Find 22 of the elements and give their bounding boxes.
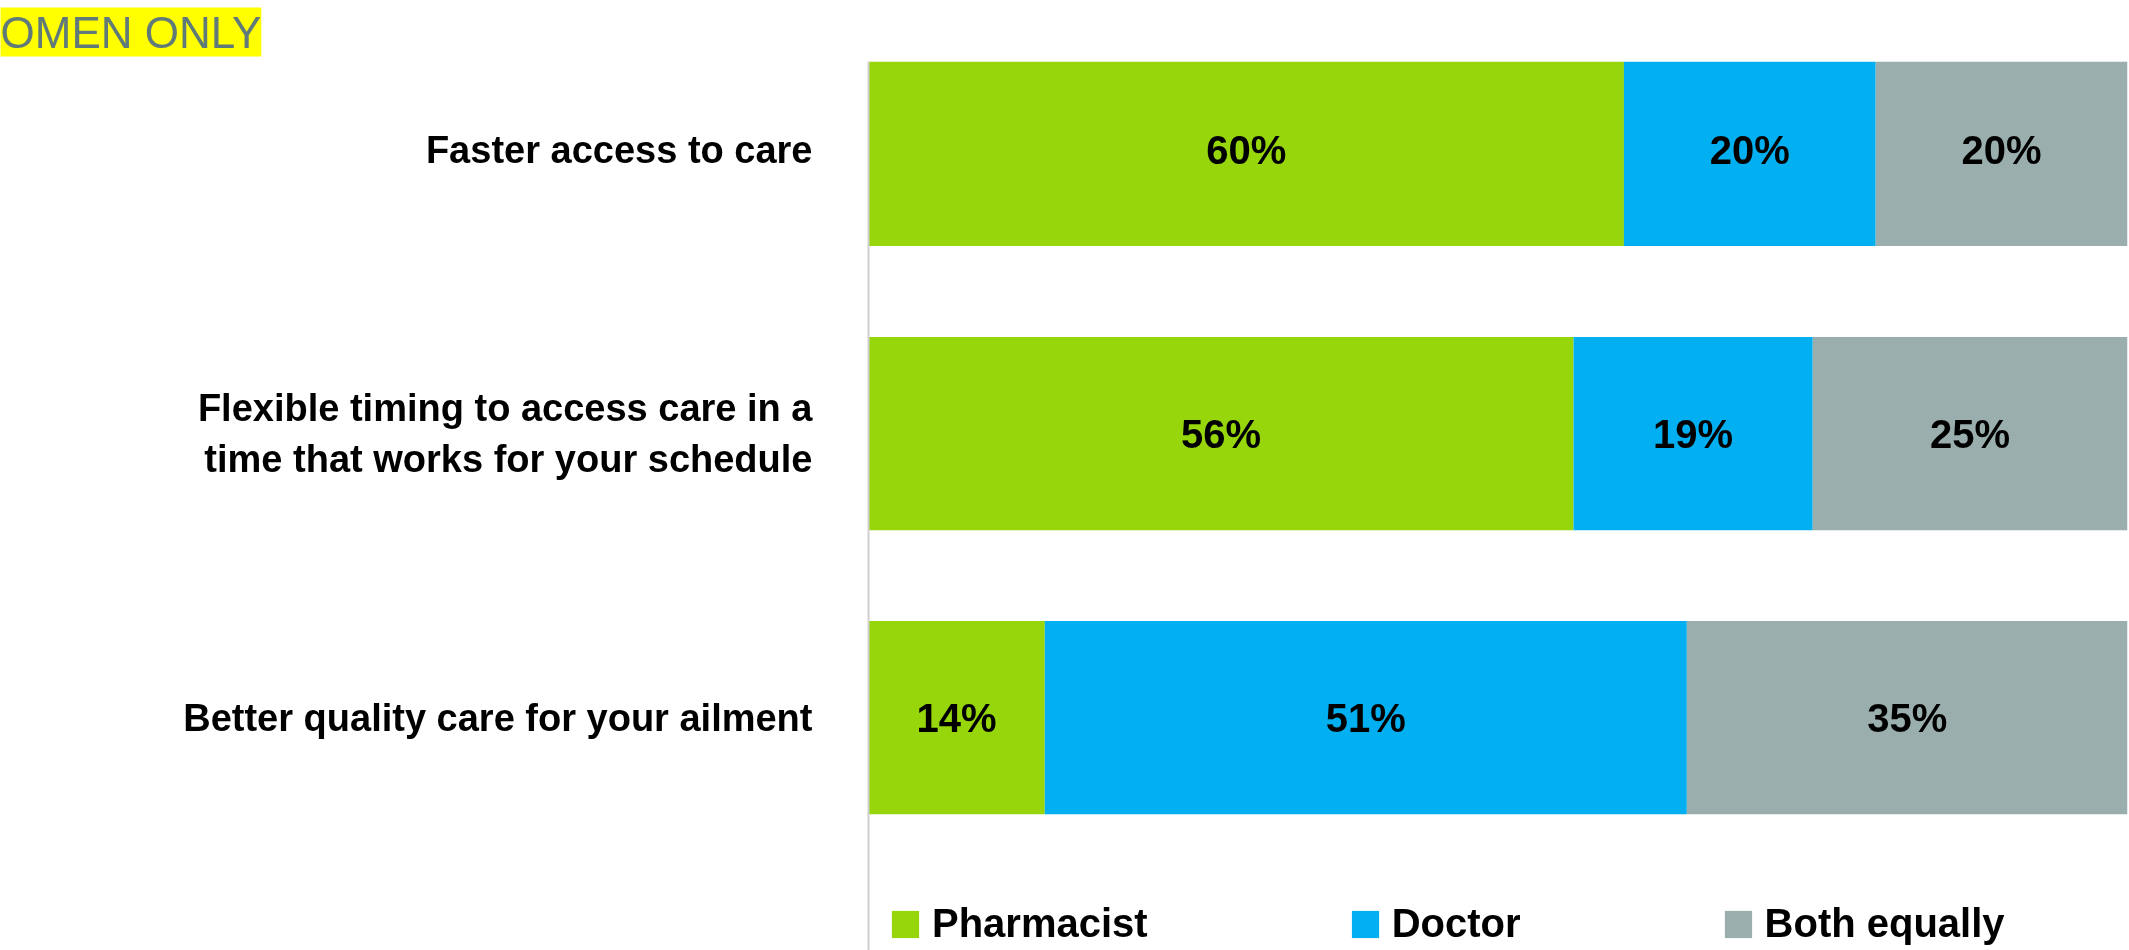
data-label: 20%	[1961, 127, 2042, 172]
data-label: 51%	[1325, 695, 1406, 740]
bar	[1686, 621, 2128, 815]
data-label: 20%	[1709, 127, 1790, 172]
bar	[868, 621, 1045, 815]
y-tick-label: Flexible timing to access care in a time that works for your schedule	[197, 387, 814, 480]
data-label: 35%	[1867, 695, 1948, 740]
y-tick-label: Better quality care for your ailment	[183, 696, 813, 739]
legend-label: Doctor	[1391, 901, 1521, 946]
text: OMEN ONLY	[0, 7, 262, 57]
data-label: 19%	[1653, 411, 1734, 456]
bar	[1573, 337, 1813, 531]
data-label: 60%	[1206, 127, 1287, 172]
bar	[1044, 621, 1687, 815]
bar	[1812, 337, 2128, 531]
legend-label: Both equally	[1764, 901, 2005, 946]
data-label: 14%	[916, 695, 997, 740]
y-tick-label: Faster access to care	[425, 128, 813, 171]
data-label: 56%	[1180, 411, 1262, 456]
data-label: 25%	[1930, 411, 2011, 456]
bar	[868, 337, 1574, 531]
legend-label: Pharmacist	[932, 901, 1148, 946]
